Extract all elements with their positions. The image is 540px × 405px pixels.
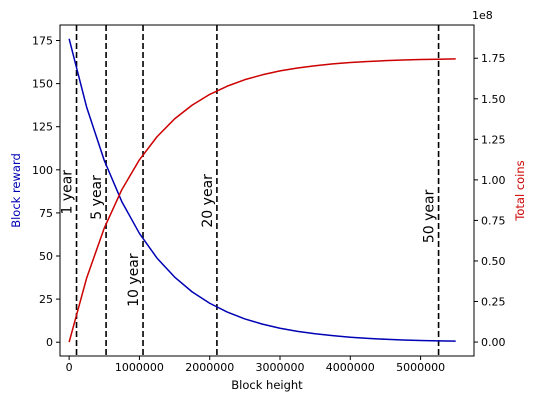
- right-y-tick-label: 0.75: [481, 214, 506, 227]
- right-y-tick-label: 0.50: [481, 255, 506, 268]
- x-tick-label: 2000000: [185, 361, 234, 374]
- plot-frame: [59, 24, 475, 357]
- vertical-marker-label: 1 year: [60, 170, 76, 215]
- left-y-tick-label: 125: [32, 121, 53, 134]
- x-axis-label: Block height: [231, 378, 303, 392]
- right-y-tick-label: 0.00: [481, 336, 506, 349]
- right-y-tick-label: 1.00: [481, 174, 506, 187]
- left-y-tick-label: 50: [39, 250, 53, 263]
- vertical-marker-label: 5 year: [89, 175, 105, 220]
- total-coins-line: [68, 58, 456, 343]
- left-y-tick-label: 100: [32, 164, 53, 177]
- left-y-tick-label: 0: [46, 336, 53, 349]
- chart-vertical-line-labels: 1 year 5 year 10 year 20 year 50 year: [60, 170, 438, 307]
- vertical-marker-label: 20 year: [200, 174, 216, 228]
- vertical-marker-label: 50 year: [422, 189, 438, 243]
- left-y-tick-label: 75: [39, 207, 53, 220]
- right-y-tick-label: 1.50: [481, 93, 506, 106]
- right-y-tick-label: 0.25: [481, 296, 506, 309]
- right-y-tick-label: 1.75: [481, 52, 506, 65]
- x-tick-label: 5000000: [396, 361, 445, 374]
- chart-series: [68, 38, 456, 343]
- x-tick-label: 0: [66, 361, 73, 374]
- right-y-tick-label: 1.25: [481, 133, 506, 146]
- vertical-marker-label: 10 year: [126, 253, 142, 307]
- left-y-tick-label: 175: [32, 35, 53, 48]
- right-y-axis-ticks: 0.00 0.25 0.50 0.75 1.00 1.25 1.50 1.75: [474, 52, 506, 349]
- left-y-tick-label: 25: [39, 293, 53, 306]
- block-reward-line: [68, 38, 456, 342]
- x-axis-ticks: 0 1000000 2000000 3000000 4000000 5000000: [66, 356, 445, 374]
- chart-vertical-lines: [75, 25, 440, 356]
- left-y-tick-label: 150: [32, 78, 53, 91]
- left-y-axis-ticks: 0 25 50 75 100 125 150 175: [32, 35, 60, 349]
- left-y-axis-label: Block reward: [9, 153, 23, 228]
- x-tick-label: 3000000: [256, 361, 305, 374]
- x-tick-label: 1000000: [115, 361, 164, 374]
- right-axis-multiplier: 1e8: [472, 9, 493, 22]
- x-tick-label: 4000000: [326, 361, 375, 374]
- right-y-axis-label: Total coins: [513, 160, 527, 221]
